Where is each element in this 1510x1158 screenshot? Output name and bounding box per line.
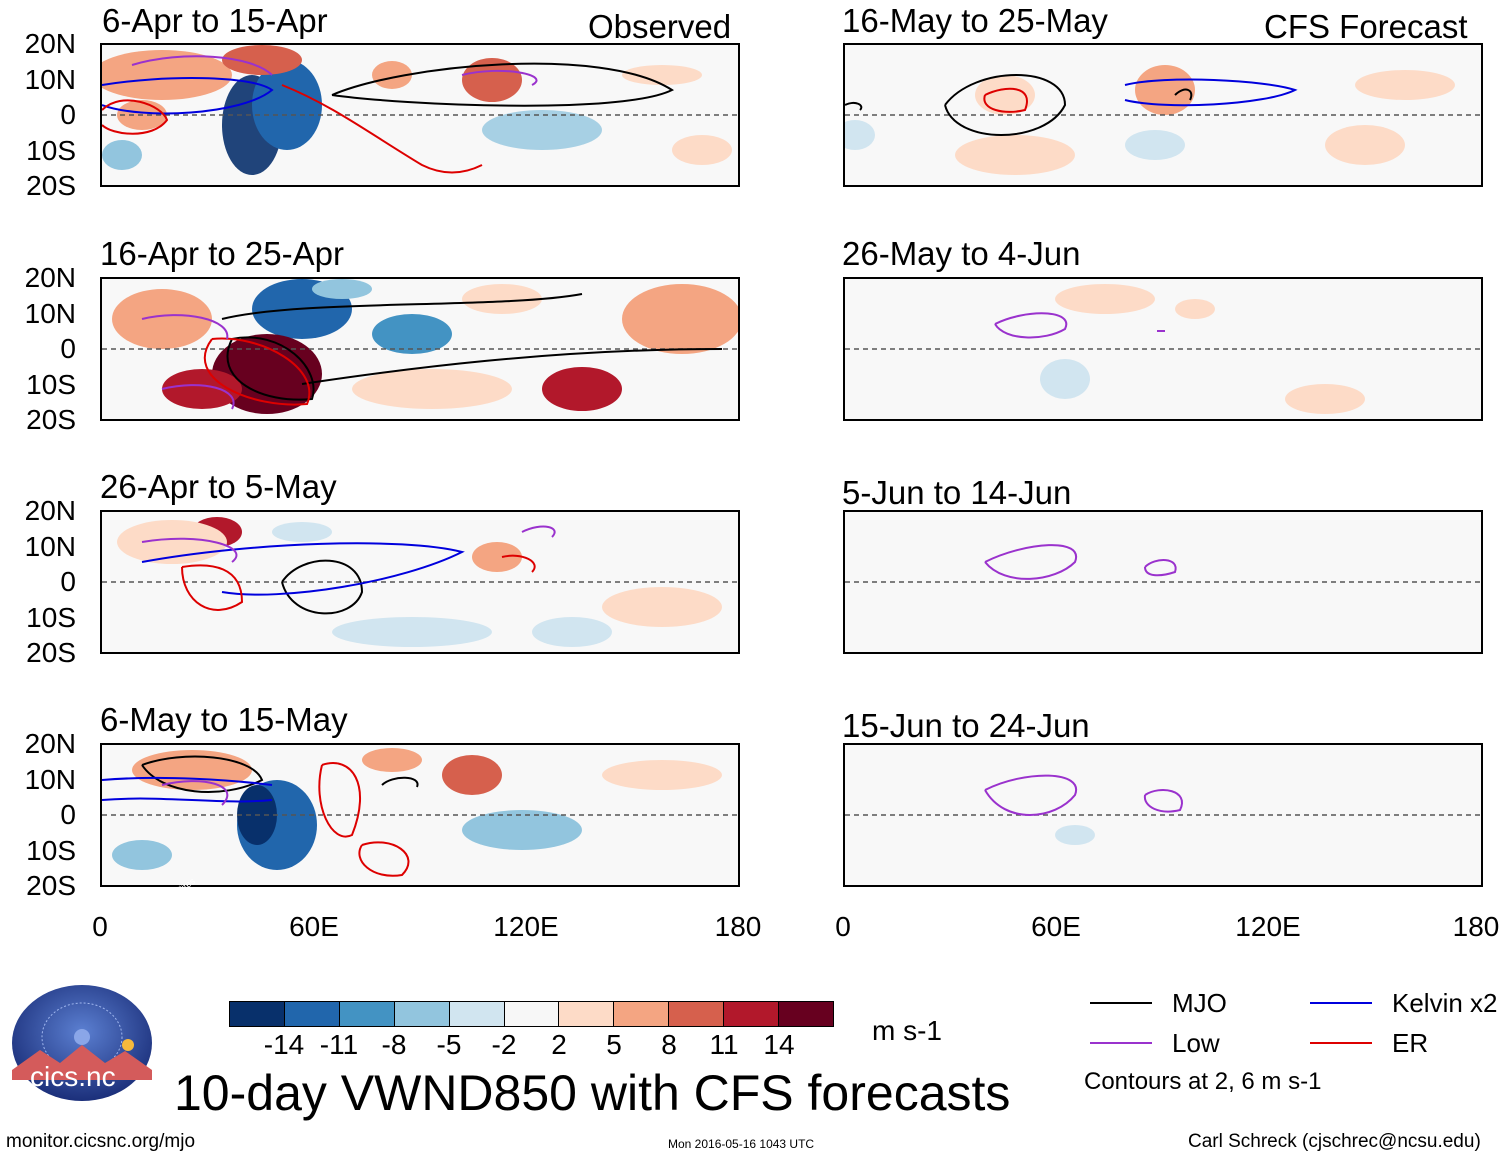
lat-label-0: 0 xyxy=(60,566,76,597)
colorbar-segment-7 xyxy=(559,1002,615,1026)
observed-panel-2-title: 16-Apr to 25-Apr xyxy=(100,235,344,272)
observed-map-1 xyxy=(100,43,740,187)
colorbar-segment-8 xyxy=(614,1002,670,1026)
legend-mjo-line xyxy=(1090,1002,1152,1004)
lat-label-10n: 10N xyxy=(24,64,76,95)
observed-panel-1-title: 6-Apr to 15-Apr xyxy=(102,2,328,39)
colorbar-segment-2 xyxy=(284,1002,340,1026)
contours xyxy=(102,55,675,174)
contours xyxy=(845,74,1298,136)
legend-contour-note: Contours at 2, 6 m s-1 xyxy=(1084,1068,1322,1095)
legend-mjo-label: MJO xyxy=(1172,988,1227,1018)
lon-label-0: 0 xyxy=(835,911,851,942)
forecast-map-2 xyxy=(843,277,1483,421)
footer-timestamp: Mon 2016-05-16 1043 UTC xyxy=(668,1137,815,1151)
lon-label-120e: 120E xyxy=(493,911,559,942)
lon-label-60e: 60E xyxy=(1031,911,1081,942)
colorbar-segment-6 xyxy=(504,1002,560,1026)
forecast-panel-1-title: 16-May to 25-May xyxy=(842,2,1108,39)
forecast-map-4 xyxy=(843,743,1483,887)
forecast-column-title: CFS Forecast xyxy=(1264,8,1468,45)
contours xyxy=(994,312,1165,339)
wind-anomaly-shading xyxy=(1040,284,1365,414)
colorbar-segment-3 xyxy=(339,1002,395,1026)
contours xyxy=(984,774,1183,816)
lat-label-0: 0 xyxy=(60,333,76,364)
colorbar-segment-1 xyxy=(230,1002,285,1026)
colorbar-label: 11 xyxy=(709,1029,739,1060)
footer-author: Carl Schreck (cjschrec@ncsu.edu) xyxy=(1188,1131,1481,1152)
lat-label-20n: 20N xyxy=(24,28,76,59)
colorbar-units: m s-1 xyxy=(872,1015,942,1046)
lat-label-10s: 10S xyxy=(26,835,76,866)
lat-label-10n: 10N xyxy=(24,298,76,329)
wind-anomaly-shading xyxy=(1055,825,1095,845)
colorbar-label: -5 xyxy=(436,1029,462,1060)
contours xyxy=(102,755,419,877)
lon-label-0: 0 xyxy=(92,911,108,942)
colorbar-label: 8 xyxy=(661,1029,677,1060)
colorbar xyxy=(229,1001,834,1027)
colorbar-label: -2 xyxy=(491,1029,517,1060)
forecast-panel-2-title: 26-May to 4-Jun xyxy=(842,235,1081,272)
wind-anomaly-shading xyxy=(112,748,722,870)
observed-map-4 xyxy=(100,743,740,887)
lat-label-20n: 20N xyxy=(24,262,76,293)
colorbar-label: -11 xyxy=(319,1029,359,1060)
legend-low-line xyxy=(1090,1042,1152,1044)
lat-label-20n: 20N xyxy=(24,495,76,526)
lat-label-0: 0 xyxy=(60,99,76,130)
lat-label-10n: 10N xyxy=(24,764,76,795)
colorbar-segment-9 xyxy=(669,1002,725,1026)
footer-url[interactable]: monitor.cicsnc.org/mjo xyxy=(6,1131,196,1152)
forecast-panel-4-title: 15-Jun to 24-Jun xyxy=(842,707,1090,744)
contours xyxy=(984,544,1177,580)
legend-er-line xyxy=(1310,1042,1372,1044)
colorbar-label: 2 xyxy=(551,1029,567,1060)
cics-logo: Cooperative Institute for Climate and Sa… xyxy=(10,876,197,1105)
colorbar-segment-10 xyxy=(724,1002,780,1026)
lon-label-180: 180 xyxy=(714,911,762,942)
lat-label-20s: 20S xyxy=(26,170,76,201)
legend-kelvin-label: Kelvin x2 xyxy=(1392,988,1498,1018)
lat-label-10s: 10S xyxy=(26,369,76,400)
wind-anomaly-shading xyxy=(112,279,738,414)
lon-label-60e: 60E xyxy=(289,911,339,942)
colorbar-segment-4 xyxy=(394,1002,450,1026)
legend-er-label: ER xyxy=(1392,1028,1429,1058)
lat-label-20s: 20S xyxy=(26,870,76,901)
colorbar-label: -14 xyxy=(263,1029,305,1060)
legend-low-label: Low xyxy=(1172,1028,1220,1058)
wind-anomaly-shading xyxy=(102,45,732,175)
colorbar-label: 14 xyxy=(763,1029,795,1060)
lat-label-10n: 10N xyxy=(24,531,76,562)
colorbar-segment-11 xyxy=(779,1002,833,1026)
contours xyxy=(141,525,556,615)
colorbar-label: 5 xyxy=(606,1029,622,1060)
forecast-panel-3-title: 5-Jun to 14-Jun xyxy=(842,474,1072,511)
observed-map-2 xyxy=(100,277,740,421)
lon-label-180: 180 xyxy=(1452,911,1500,942)
forecast-map-1 xyxy=(843,43,1483,187)
forecast-map-3 xyxy=(843,510,1483,654)
lat-label-0: 0 xyxy=(60,799,76,830)
observed-panel-3-title: 26-Apr to 5-May xyxy=(100,468,337,505)
contours xyxy=(141,293,723,410)
lat-label-20s: 20S xyxy=(26,404,76,435)
colorbar-segment-5 xyxy=(449,1002,505,1026)
main-title: 10-day VWND850 with CFS forecasts xyxy=(174,1065,1011,1121)
legend-kelvin-line xyxy=(1310,1002,1372,1004)
logo-text: cics.nc xyxy=(30,1061,116,1092)
observed-map-3 xyxy=(100,510,740,654)
lon-label-120e: 120E xyxy=(1235,911,1301,942)
wind-anomaly-shading xyxy=(845,65,1455,175)
lat-label-10s: 10S xyxy=(26,602,76,633)
colorbar-label: -8 xyxy=(381,1029,407,1060)
lat-label-10s: 10S xyxy=(26,135,76,166)
observed-column-title: Observed xyxy=(588,8,732,45)
lat-label-20n: 20N xyxy=(24,728,76,759)
lat-label-20s: 20S xyxy=(26,637,76,668)
observed-panel-4-title: 6-May to 15-May xyxy=(100,701,348,738)
